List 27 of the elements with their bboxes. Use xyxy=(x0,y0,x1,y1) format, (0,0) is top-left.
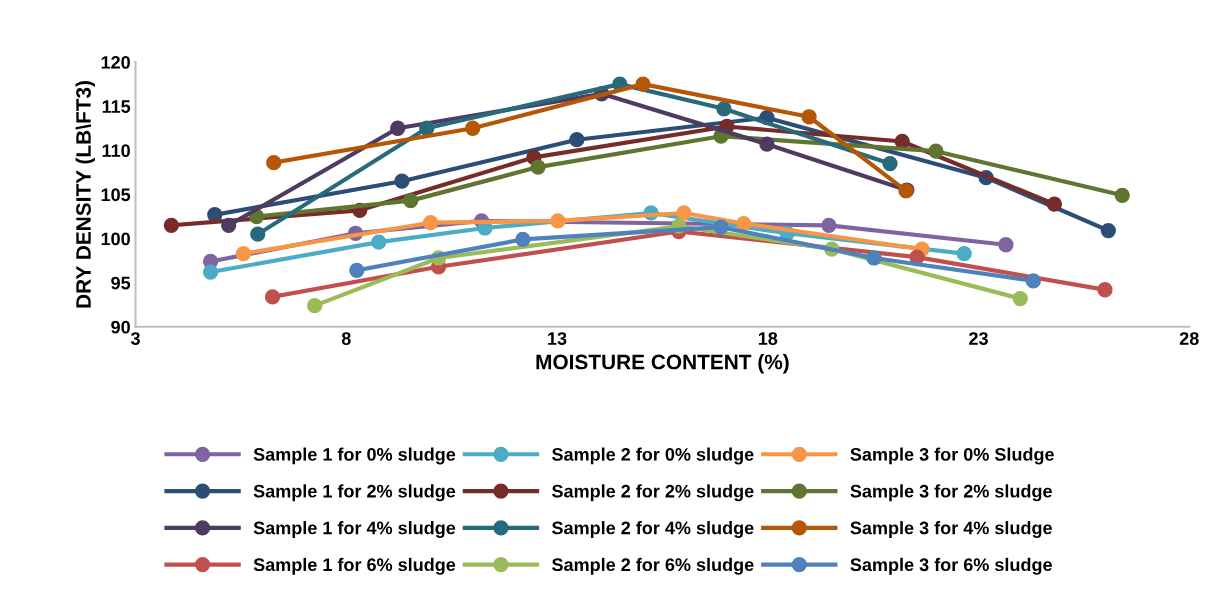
y-tick-label: 105 xyxy=(101,188,131,202)
y-tick-label: 100 xyxy=(101,232,130,246)
y-tick-label: 115 xyxy=(102,100,131,113)
legend-label: Sample 3 for 4% sludge xyxy=(850,521,1052,538)
legend-label: Sample 1 for 4% sludge xyxy=(253,521,456,538)
y-tick-label: 95 xyxy=(111,276,131,290)
legend-label: Sample 3 for 6% sludge xyxy=(850,557,1052,575)
legend-label: Sample 2 for 0% sludge xyxy=(552,447,754,465)
x-tick-label: 18 xyxy=(758,332,778,345)
x-tick-label: 13 xyxy=(548,332,567,345)
legend-label: Sample 3 for 0% Sludge xyxy=(850,447,1054,465)
x-tick-label: 8 xyxy=(341,332,351,345)
legend-label: Sample 2 for 2% sludge xyxy=(552,484,754,502)
y-tick-label: 90 xyxy=(111,320,130,334)
y-tick-label: 110 xyxy=(102,144,130,158)
x-tick-label: 23 xyxy=(969,332,988,345)
legend-label: Sample 2 for 6% sludge xyxy=(552,557,754,575)
x-tick-label: 3 xyxy=(130,332,140,345)
y-axis-title: DRY DENSITY (LB\FT3) xyxy=(75,81,95,308)
legend-label: Sample 1 for 6% sludge xyxy=(253,557,456,575)
y-tick-label: 120 xyxy=(101,55,130,69)
legend-label: Sample 1 for 0% sludge xyxy=(253,447,456,465)
legend-label: Sample 3 for 2% sludge xyxy=(850,484,1052,502)
x-tick-label: 28 xyxy=(1179,332,1199,345)
legend-label: Sample 2 for 4% sludge xyxy=(552,521,754,538)
x-axis-title: MOISTURE CONTENT (%) xyxy=(536,354,789,374)
legend-label: Sample 1 for 2% sludge xyxy=(253,484,456,502)
